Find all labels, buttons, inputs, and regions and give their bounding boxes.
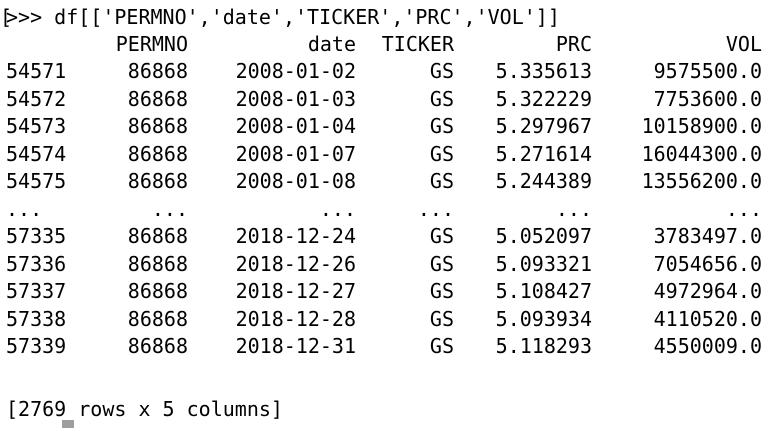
table-row: 54572 86868 2008-01-03 GS 5.322229 7753600.0	[0, 86, 778, 113]
header-date: date	[307, 32, 356, 56]
cell-prc: 5.244389	[495, 169, 592, 193]
cell-index: 57339	[6, 334, 67, 358]
cell-index: 54571	[6, 59, 67, 83]
cell-ticker: GS	[429, 59, 454, 83]
cell-date: 2018-12-31	[235, 334, 356, 358]
cell-vol: 7753600.0	[653, 86, 762, 111]
cell-vol: 4550009.0	[653, 334, 762, 358]
cell-prc: 5.297967	[495, 114, 592, 138]
cell-date: 2018-12-26	[235, 251, 356, 276]
table-row: 57335 86868 2018-12-24 GS 5.052097 3783497.0	[0, 223, 778, 250]
cell-permno: 86868	[127, 141, 188, 166]
cell-vol: 3783497.0	[653, 224, 762, 248]
cell-vol: 13556200.0	[641, 169, 762, 193]
cell-permno: 86868	[127, 169, 188, 193]
cell-date: 2008-01-04	[235, 114, 356, 138]
cell-index: 54572	[6, 86, 67, 111]
cell-permno: ...	[151, 196, 188, 221]
cell-permno: 86868	[127, 114, 188, 138]
cell-vol: 4110520.0	[653, 306, 762, 331]
summary-line: [2769 rows x 5 columns]	[6, 397, 283, 421]
cell-ticker: GS	[429, 251, 454, 276]
table-row: 54571 86868 2008-01-02 GS 5.335613 9575500.0	[0, 58, 778, 85]
cell-prc: 5.108427	[495, 279, 592, 303]
table-row: 57339 86868 2018-12-31 GS 5.118293 4550009.0	[0, 333, 778, 360]
cell-ticker: GS	[429, 86, 454, 111]
cell-prc: 5.052097	[495, 224, 592, 248]
cell-prc: 5.093321	[495, 251, 592, 276]
cell-vol: 7054656.0	[653, 251, 762, 276]
cell-permno: 86868	[127, 334, 188, 358]
cell-date: ...	[319, 196, 356, 221]
cell-date: 2018-12-28	[235, 306, 356, 331]
header-prc: PRC	[555, 32, 592, 56]
cell-permno: 86868	[127, 224, 188, 248]
header-vol: VOL	[725, 32, 762, 56]
cell-index: 57338	[6, 306, 67, 331]
header-ticker: TICKER	[381, 32, 454, 56]
cell-ticker: GS	[429, 114, 454, 138]
cell-prc: 5.118293	[495, 334, 592, 358]
cell-vol: 16044300.0	[641, 141, 762, 166]
cell-permno: 86868	[127, 59, 188, 83]
header-permno: PERMNO	[115, 32, 188, 56]
cell-prc: 5.271614	[495, 141, 592, 166]
prompt-bracket: [	[0, 5, 13, 29]
table-row: 54575 86868 2008-01-08 GS 5.244389 13556200.0	[0, 168, 778, 195]
cell-ticker: ...	[417, 196, 454, 221]
cell-ticker: GS	[429, 169, 454, 193]
cell-ticker: GS	[429, 279, 454, 303]
table-row: 54574 86868 2008-01-07 GS 5.271614 16044300.0	[0, 141, 778, 168]
cell-ticker: GS	[429, 141, 454, 166]
table-header-row: PERMNO date TICKER PRC VOL	[0, 31, 778, 58]
cell-prc: ...	[555, 196, 592, 221]
cell-index: 57335	[6, 224, 67, 248]
cell-date: 2018-12-27	[235, 279, 356, 303]
cell-date: 2018-12-24	[235, 224, 356, 248]
table-row: ..................	[0, 196, 778, 223]
cell-permno: 86868	[127, 306, 188, 331]
cell-vol: 9575500.0	[653, 59, 762, 83]
cell-prc: 5.322229	[495, 86, 592, 111]
cell-date: 2008-01-02	[235, 59, 356, 83]
cell-index: 54573	[6, 114, 67, 138]
cell-permno: 86868	[127, 86, 188, 111]
cell-prc: 5.093934	[495, 306, 592, 331]
cell-permno: 86868	[127, 279, 188, 303]
header-index	[6, 31, 68, 58]
cell-vol: 4972964.0	[653, 279, 762, 303]
cell-index: 57336	[6, 251, 67, 276]
cell-vol: ...	[725, 196, 762, 221]
cell-date: 2008-01-03	[235, 86, 356, 111]
cell-index: 54575	[6, 169, 67, 193]
cell-index: ...	[6, 196, 43, 221]
table-row: 57337 86868 2018-12-27 GS 5.108427 4972964.0	[0, 278, 778, 305]
cell-index: 57337	[6, 279, 67, 303]
cell-prc: 5.335613	[495, 59, 592, 83]
text-cursor	[62, 420, 74, 428]
table-row: 54573 86868 2008-01-04 GS 5.297967 10158900.0	[0, 113, 778, 140]
cell-index: 54574	[6, 141, 67, 166]
cell-date: 2008-01-08	[235, 169, 356, 193]
command-line: >>> df[['PERMNO','date','TICKER','PRC','…	[6, 5, 560, 29]
cell-ticker: GS	[429, 306, 454, 331]
cell-ticker: GS	[429, 334, 454, 358]
cell-date: 2008-01-07	[235, 141, 356, 166]
table-row: 57336 86868 2018-12-26 GS 5.093321 7054656.0	[0, 251, 778, 278]
cell-ticker: GS	[429, 224, 454, 248]
cell-vol: 10158900.0	[641, 114, 762, 138]
table-row: 57338 86868 2018-12-28 GS 5.093934 4110520.0	[0, 306, 778, 333]
cell-permno: 86868	[127, 251, 188, 276]
